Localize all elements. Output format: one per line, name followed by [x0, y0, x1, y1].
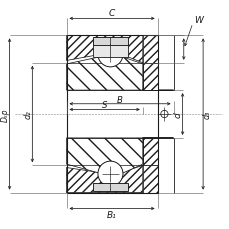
Polygon shape: [66, 57, 173, 91]
Text: d₃: d₃: [202, 110, 211, 119]
Polygon shape: [142, 166, 157, 193]
Text: B: B: [117, 95, 123, 104]
Text: S: S: [101, 101, 107, 110]
Text: W: W: [193, 16, 202, 25]
Circle shape: [98, 161, 123, 186]
Polygon shape: [66, 36, 142, 63]
Text: C: C: [109, 9, 115, 18]
Polygon shape: [66, 138, 173, 174]
Text: d: d: [173, 112, 182, 117]
Bar: [93, 44, 127, 58]
Bar: [93, 37, 127, 45]
Text: d₂: d₂: [24, 110, 33, 119]
Polygon shape: [142, 138, 157, 166]
Bar: [93, 184, 127, 192]
Circle shape: [98, 43, 123, 68]
Text: B₁: B₁: [107, 210, 116, 219]
Polygon shape: [66, 166, 142, 193]
Text: Dₛp: Dₛp: [1, 108, 10, 121]
Polygon shape: [142, 63, 157, 91]
Polygon shape: [142, 36, 157, 63]
